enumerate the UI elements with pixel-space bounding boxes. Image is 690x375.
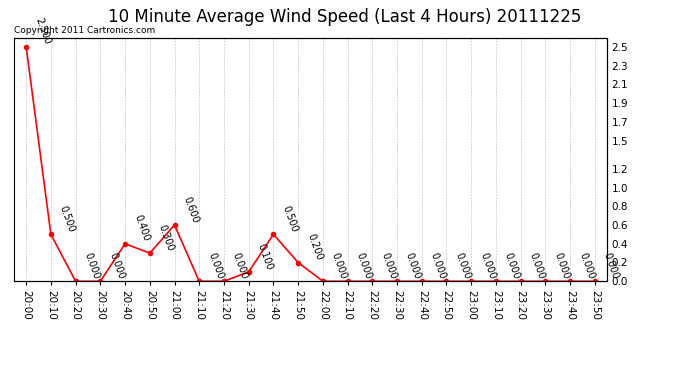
- Text: 0.300: 0.300: [157, 223, 175, 252]
- Text: 10 Minute Average Wind Speed (Last 4 Hours) 20111225: 10 Minute Average Wind Speed (Last 4 Hou…: [108, 8, 582, 26]
- Text: 0.000: 0.000: [428, 251, 448, 280]
- Text: 0.000: 0.000: [577, 251, 596, 280]
- Text: 0.400: 0.400: [132, 214, 151, 243]
- Text: 0.000: 0.000: [404, 251, 423, 280]
- Text: 0.000: 0.000: [602, 251, 620, 280]
- Text: 0.500: 0.500: [280, 204, 299, 234]
- Text: 0.000: 0.000: [206, 251, 225, 280]
- Text: 0.000: 0.000: [231, 251, 250, 280]
- Text: 0.000: 0.000: [478, 251, 497, 280]
- Text: 0.600: 0.600: [181, 195, 200, 224]
- Text: 0.000: 0.000: [453, 251, 472, 280]
- Text: 0.000: 0.000: [355, 251, 373, 280]
- Text: Copyright 2011 Cartronics.com: Copyright 2011 Cartronics.com: [14, 26, 155, 35]
- Text: 0.000: 0.000: [380, 251, 398, 280]
- Text: 0.000: 0.000: [528, 251, 546, 280]
- Text: 0.000: 0.000: [330, 251, 348, 280]
- Text: 0.500: 0.500: [58, 204, 77, 234]
- Text: 0.200: 0.200: [305, 232, 324, 262]
- Text: 0.000: 0.000: [83, 251, 101, 280]
- Text: 0.000: 0.000: [552, 251, 571, 280]
- Text: 0.000: 0.000: [503, 251, 522, 280]
- Text: 0.100: 0.100: [255, 242, 275, 271]
- Text: 0.000: 0.000: [107, 251, 126, 280]
- Text: 2.500: 2.500: [33, 16, 52, 46]
